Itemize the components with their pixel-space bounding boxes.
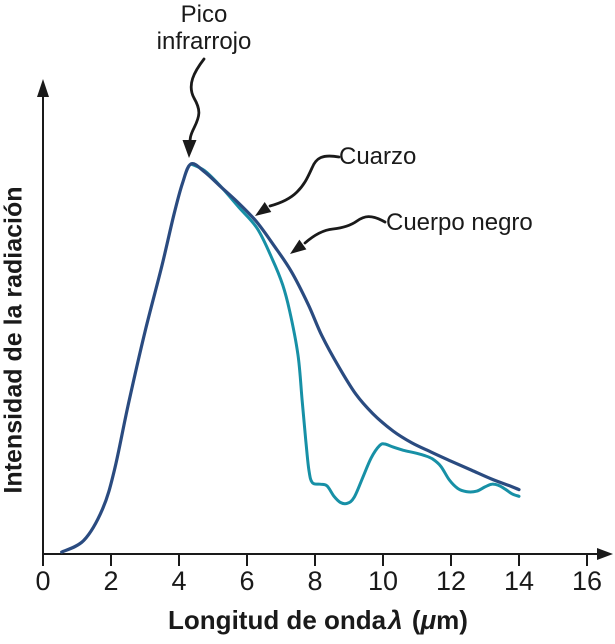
x-axis-arrowhead-icon	[597, 548, 613, 560]
peak-annotation-line1: Pico	[180, 1, 228, 28]
x-axis-tick-label: 14	[503, 566, 535, 596]
x-axis-tick-label: 10	[367, 566, 399, 596]
blackbody-arrowhead-icon	[290, 239, 307, 254]
x-axis-tick-label: 8	[307, 566, 323, 596]
x-axis-tick-label: 0	[35, 566, 51, 596]
x-axis-tick-label: 16	[571, 566, 603, 596]
peak-arrowhead-icon	[182, 140, 197, 158]
y-axis-arrowhead-icon	[37, 79, 49, 97]
blackbody-arrow-squiggle	[303, 215, 387, 245]
x-axis-tick-label: 6	[239, 566, 255, 596]
x-axis-tick-label: 4	[171, 566, 187, 596]
x-axis-title-text: Longitud de onda	[168, 605, 387, 635]
y-axis-title: Intensidad de la radiación	[0, 186, 28, 494]
x-axis-ticks	[42, 554, 588, 566]
axes	[42, 94, 599, 555]
unit-close: m)	[436, 605, 468, 635]
peak-annotation-line2: infrarrojo	[156, 28, 252, 55]
unit-open: (	[411, 605, 421, 635]
peak-annotation-label: Pico infrarrojo	[157, 1, 252, 55]
quartz-curve	[189, 162, 521, 506]
quartz-arrow-squiggle	[268, 154, 341, 208]
quartz-annotation-label: Cuarzo	[339, 143, 417, 170]
quartz-arrowhead-icon	[255, 202, 272, 216]
blackbody-curve	[60, 162, 521, 554]
x-axis-tick-label: 12	[435, 566, 467, 596]
peak-arrow-squiggle	[188, 57, 206, 145]
x-axis-tick-label: 2	[103, 566, 119, 596]
x-axis-title: Longitud de ondaλ (μm)	[168, 605, 468, 636]
mu-symbol: μ	[420, 605, 437, 635]
lambda-symbol: λ	[388, 605, 403, 635]
annotation-arrows	[188, 57, 387, 245]
blackbody-annotation-label: Cuerpo negro	[386, 209, 533, 236]
curves-group	[60, 162, 521, 554]
